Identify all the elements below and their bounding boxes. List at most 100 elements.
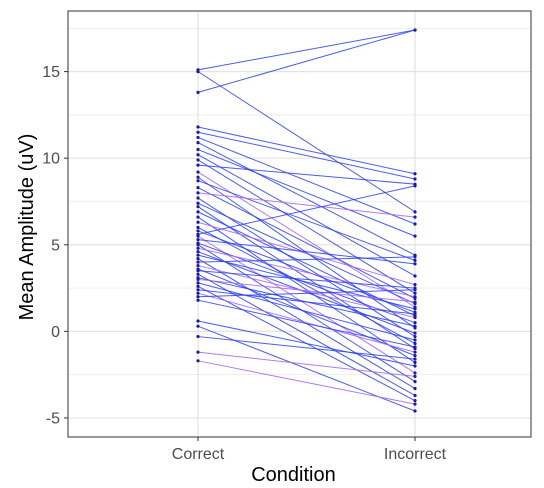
- series-lines: [197, 29, 416, 412]
- point-correct: [196, 291, 200, 295]
- x-axis: Correct Incorrect: [172, 437, 447, 463]
- pair-line: [197, 136, 416, 225]
- point-incorrect: [413, 331, 417, 335]
- point-correct: [196, 70, 200, 74]
- point-correct: [196, 237, 200, 242]
- point-correct: [196, 350, 200, 354]
- point-correct: [196, 260, 200, 264]
- point-correct: [196, 153, 200, 157]
- pair-line: [197, 164, 416, 185]
- point-correct: [196, 263, 200, 268]
- y-axis: -5 0 5 10 15: [42, 64, 68, 427]
- point-correct: [196, 334, 200, 339]
- point-incorrect: [413, 324, 417, 328]
- point-correct: [196, 147, 200, 152]
- pair-line: [197, 289, 416, 315]
- y-tick-label: 10: [42, 151, 60, 168]
- point-incorrect: [413, 184, 417, 188]
- pair-line: [197, 273, 416, 396]
- point-incorrect: [413, 315, 417, 320]
- point-incorrect: [413, 341, 417, 346]
- point-correct: [196, 196, 200, 200]
- point-correct: [196, 246, 200, 250]
- panel-border: [67, 10, 532, 438]
- point-incorrect: [413, 364, 417, 368]
- pair-line: [197, 289, 416, 298]
- pair-line: [197, 216, 416, 363]
- point-correct: [196, 225, 200, 230]
- pair-line: [197, 227, 416, 344]
- pair-line: [197, 254, 416, 310]
- pair-line: [197, 131, 416, 180]
- point-correct: [196, 243, 200, 247]
- point-incorrect: [413, 307, 417, 311]
- point-correct: [196, 125, 200, 129]
- pair-line: [197, 206, 416, 350]
- pair-line: [197, 251, 416, 334]
- point-correct: [196, 158, 200, 162]
- point-correct: [196, 210, 200, 214]
- point-incorrect: [413, 350, 417, 354]
- pair-line: [197, 126, 416, 175]
- pair-line: [197, 149, 416, 237]
- pair-line: [197, 171, 416, 308]
- point-correct: [196, 229, 200, 233]
- point-incorrect: [413, 262, 417, 266]
- point-incorrect: [413, 295, 417, 299]
- point-incorrect: [413, 258, 417, 262]
- point-correct: [196, 179, 200, 183]
- point-incorrect: [413, 28, 417, 32]
- point-incorrect: [413, 210, 417, 214]
- point-correct: [196, 175, 200, 179]
- point-correct: [196, 272, 200, 276]
- point-correct: [196, 90, 200, 94]
- point-incorrect: [413, 215, 417, 219]
- point-incorrect: [413, 177, 417, 181]
- point-correct: [196, 201, 200, 205]
- point-correct: [196, 191, 200, 195]
- point-incorrect: [413, 399, 417, 403]
- point-incorrect: [413, 371, 417, 375]
- point-incorrect: [413, 234, 417, 238]
- pair-line: [197, 180, 416, 261]
- y-tick-label: 0: [51, 324, 60, 341]
- point-incorrect: [413, 338, 417, 342]
- point-correct: [196, 215, 200, 219]
- x-tick-label: Correct: [172, 446, 225, 463]
- gridlines: [68, 11, 531, 437]
- point-incorrect: [413, 255, 417, 259]
- point-incorrect: [413, 374, 417, 378]
- point-correct: [196, 220, 200, 224]
- pair-line: [197, 256, 416, 263]
- point-correct: [196, 130, 200, 134]
- point-correct: [196, 250, 200, 254]
- point-incorrect: [413, 357, 417, 361]
- point-incorrect: [413, 409, 417, 413]
- pair-line: [197, 235, 416, 374]
- pair-line: [197, 71, 416, 213]
- point-incorrect: [413, 312, 417, 316]
- point-correct: [196, 257, 200, 261]
- pair-line: [197, 221, 416, 286]
- point-correct: [196, 234, 200, 238]
- pair-line: [197, 239, 416, 265]
- pair-line: [197, 159, 416, 294]
- pair-line: [197, 29, 416, 71]
- point-incorrect: [413, 360, 417, 365]
- point-incorrect: [413, 274, 417, 278]
- point-correct: [196, 359, 200, 363]
- point-incorrect: [413, 222, 417, 226]
- point-correct: [196, 205, 200, 209]
- pair-line: [197, 230, 416, 313]
- point-correct: [196, 186, 200, 190]
- pair-line: [197, 282, 416, 341]
- pair-line: [197, 142, 416, 256]
- pair-line: [197, 265, 416, 318]
- point-incorrect: [413, 172, 417, 176]
- point-correct: [196, 298, 200, 302]
- pair-line: [197, 320, 416, 367]
- point-correct: [196, 319, 200, 323]
- point-incorrect: [413, 300, 417, 304]
- pair-line: [197, 278, 416, 303]
